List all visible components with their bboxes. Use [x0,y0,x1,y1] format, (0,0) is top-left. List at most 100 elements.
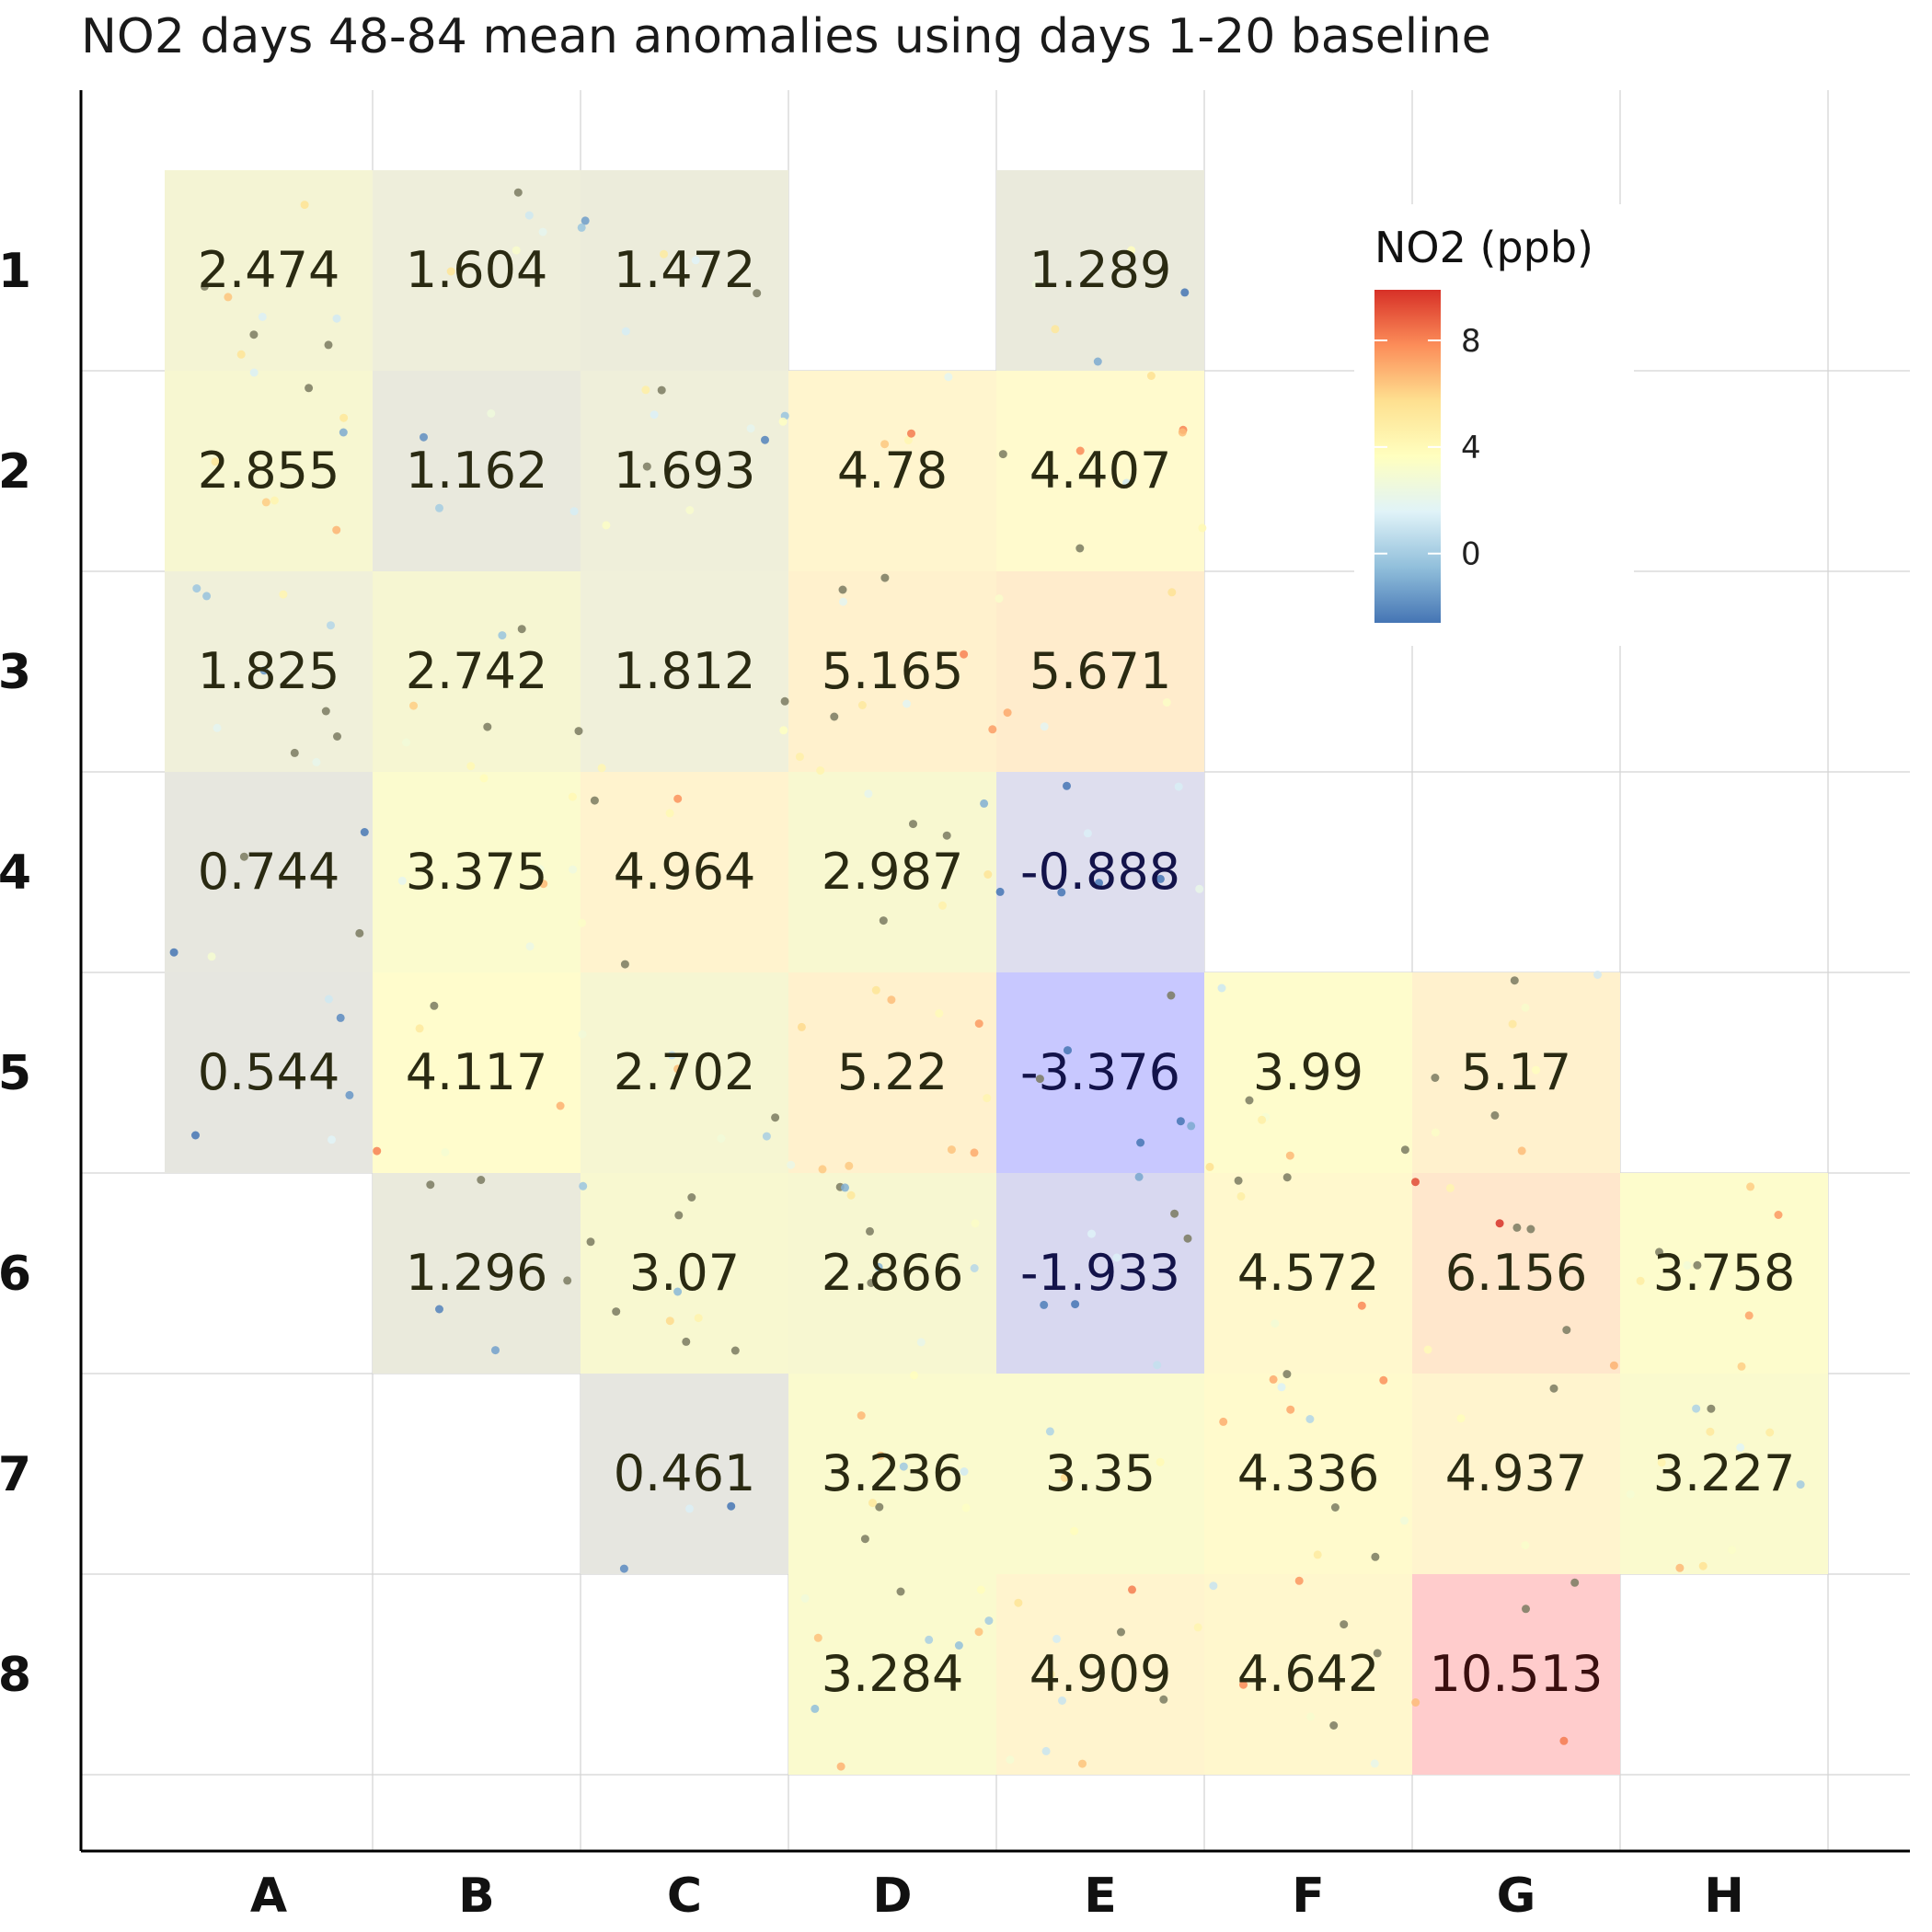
station-dot [984,1616,994,1626]
station-dot [1146,372,1156,380]
station-dot [641,385,650,395]
station-dot [1746,1182,1755,1191]
station-dot [974,1019,983,1029]
station-dot [995,887,1005,896]
heatmap-cell [788,972,996,1173]
cell-value-label: 3.758 [1653,1244,1796,1302]
station-dot [1294,1576,1304,1585]
heatmap-cell [1204,1173,1412,1374]
axes: A B C D E F G H 1 2 3 4 5 6 7 8 [0,90,1910,1924]
station-dot [1371,1552,1380,1561]
y-tick-label: 6 [0,1247,31,1302]
cell-value-label: 6.156 [1445,1244,1588,1302]
legend-tick-label: 4 [1461,430,1481,466]
station-dot [328,1135,336,1144]
station-dot [487,408,496,418]
station-dot [1162,698,1171,707]
heatmap-cell [788,371,996,571]
heatmap-cell [996,772,1204,972]
station-dot [1655,1248,1663,1257]
station-dot [839,597,847,606]
station-dot [1052,1634,1061,1643]
station-dot [1075,446,1085,455]
station-dot [1198,523,1207,533]
station-dot [816,766,825,775]
station-dot [513,188,523,197]
cell-value-label: -1.933 [1020,1244,1180,1302]
station-dot [1508,1019,1517,1029]
station-dot [797,1022,806,1031]
y-tick-label: 4 [0,845,31,901]
station-dot [1728,1546,1737,1555]
cell-value-label: 1.812 [614,642,756,700]
station-dot [944,373,953,382]
station-dot [1692,1404,1701,1413]
station-dot [477,1176,486,1184]
station-dot [574,727,583,736]
station-dot [1040,722,1049,731]
station-dot [795,753,804,762]
station-dot [1167,991,1176,1000]
x-tick-label: G [1497,1869,1536,1924]
station-dot [239,852,248,861]
station-dot [1707,1404,1716,1413]
station-dot [887,995,896,1005]
station-dot [300,201,309,210]
legend-title: NO2 (ppb) [1374,223,1593,272]
cell-value-label: 5.165 [822,642,964,700]
chart-title: NO2 days 48-84 mean anomalies using days… [81,9,1491,64]
heatmap-cell [1412,972,1620,1173]
station-dot [1373,1649,1382,1658]
cell-value-label: 1.693 [614,442,756,500]
station-dot [880,573,890,582]
station-dot [1445,1183,1455,1192]
station-dot [1205,1162,1214,1171]
station-dot [1234,1176,1243,1185]
cell-value-label: 3.99 [1253,1043,1363,1101]
heatmap-cell [373,371,581,571]
heatmap-cell [373,170,581,371]
station-dot [1698,1561,1708,1570]
station-dot [597,764,606,773]
station-dot [200,282,209,291]
station-dot [1195,884,1204,893]
station-dot [667,1051,676,1060]
station-dot [409,701,418,710]
cell-value-label: 4.117 [406,1043,548,1101]
station-dot [578,918,587,927]
station-dot [1285,1151,1294,1160]
station-dot [1239,1680,1248,1689]
station-dot [1070,1526,1079,1535]
station-dot [1271,1319,1280,1328]
cell-value-label: 3.07 [629,1244,740,1302]
station-dot [925,1635,934,1644]
station-dot [373,1146,382,1156]
station-dot [988,725,997,734]
station-dot [1178,428,1187,437]
station-dot [1357,1301,1366,1310]
station-dot [841,1183,849,1192]
station-dot [1765,1428,1775,1437]
heatmap-cell [165,371,373,571]
cell-value-label: 5.671 [1029,642,1172,700]
station-dot [1456,1414,1466,1423]
station-dot [746,424,755,433]
station-dot [910,1371,918,1380]
station-dot [1330,1503,1340,1512]
heatmap-cell [1204,972,1412,1173]
station-dot [397,876,407,885]
station-dot [612,1307,621,1317]
station-dot [579,1181,588,1190]
station-dot [261,498,270,507]
station-dot [868,1499,877,1508]
station-dot [1593,971,1602,979]
station-dot [258,312,267,321]
station-dot [556,1101,565,1110]
heatmap-cell [788,1173,996,1374]
station-dot [1495,1219,1504,1228]
station-dot [483,722,492,731]
station-dot [578,1029,587,1039]
station-dots [169,188,1805,1771]
heatmap-cell [581,772,788,972]
station-dot [836,1762,845,1771]
